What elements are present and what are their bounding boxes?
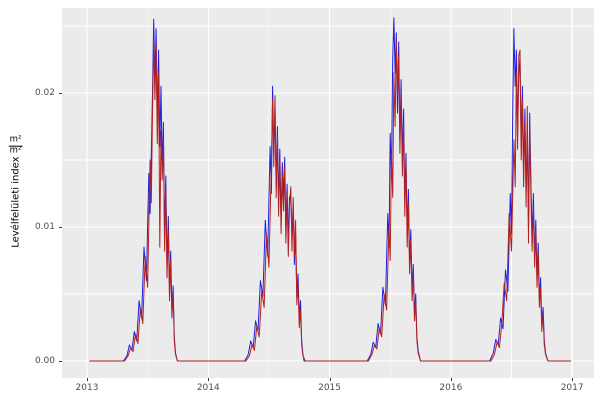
x-tick-label: 2016 [439, 383, 463, 393]
y-tick-mark [59, 226, 62, 228]
x-tick-label: 2013 [75, 383, 99, 393]
series-blue [89, 17, 571, 362]
y-axis-label-text: Levélfelületi index [10, 156, 22, 248]
x-tick-label: 2017 [560, 383, 584, 393]
y-axis-unit-fraction: m² m² [9, 134, 23, 156]
x-tick-label: 2014 [196, 383, 220, 393]
y-axis-title: Levélfelületi index m² m² [2, 8, 30, 378]
x-tick-mark [450, 378, 452, 381]
plot-area-svg [62, 8, 594, 378]
x-tick-mark [86, 378, 88, 381]
fraction-numerator: m² [9, 134, 23, 146]
x-tick-mark [208, 378, 210, 381]
series-red [89, 38, 571, 362]
plot-panel [62, 8, 594, 378]
x-tick-label: 2015 [318, 383, 342, 393]
y-tick-label: 0.00 [34, 355, 55, 366]
y-tick-label: 0.01 [34, 221, 55, 232]
fraction-denominator: m² [10, 144, 22, 155]
x-tick-mark [572, 378, 574, 381]
x-tick-mark [329, 378, 331, 381]
y-tick-mark [59, 360, 62, 362]
y-tick-mark [59, 92, 62, 94]
y-tick-label: 0.02 [34, 87, 55, 98]
